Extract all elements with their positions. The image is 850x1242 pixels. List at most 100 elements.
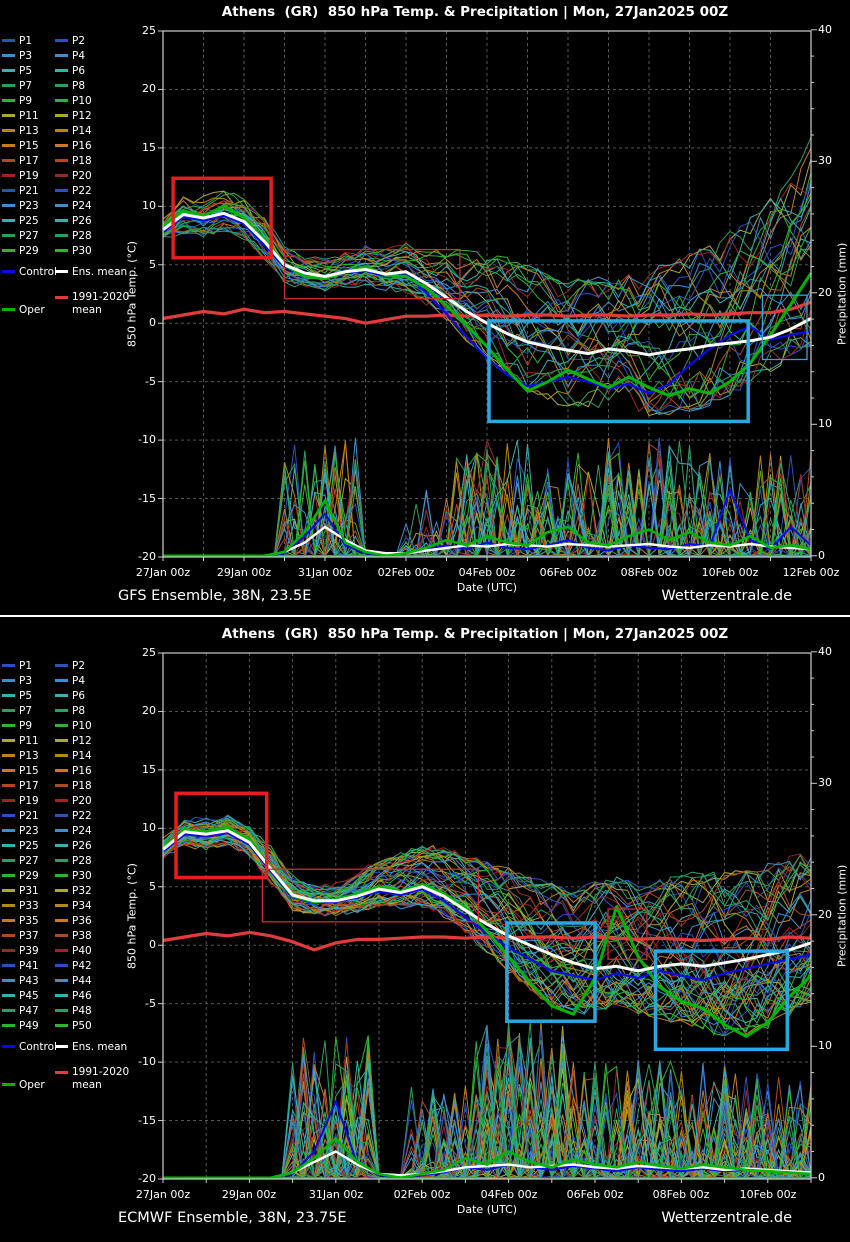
legend-swatch (2, 174, 15, 177)
y-axis-label-temp: 850 hPa Temp. (°C) (125, 863, 139, 969)
legend-label: P30 (72, 244, 92, 257)
legend-swatch (55, 114, 68, 117)
date-tick-label: 08Feb 00z (620, 566, 678, 579)
legend-item-member: P7 (2, 703, 112, 718)
legend-item-member: P7 (2, 78, 112, 93)
legend-label: P8 (72, 79, 86, 92)
date-tick-label: 29Jan 00z (216, 566, 272, 579)
legend-swatch (2, 739, 15, 742)
legend-item-member: P34 (55, 898, 165, 913)
legend-item-member: P43 (2, 973, 112, 988)
legend-label: P24 (72, 199, 92, 212)
legend-swatch (2, 84, 15, 87)
legend-label: P3 (19, 49, 33, 62)
legend-swatch (2, 724, 15, 727)
legend-swatch (2, 814, 15, 817)
legend-item-member: P11 (2, 108, 112, 123)
legend-item-climate-mean: 1991-2020 mean (55, 1066, 165, 1092)
legend-label: P43 (19, 974, 39, 987)
legend-swatch (55, 664, 68, 667)
legend-label: P26 (72, 839, 92, 852)
chart-title: Athens (GR) 850 hPa Temp. & Precipitatio… (221, 4, 729, 20)
legend-label: P10 (72, 719, 92, 732)
temp-tick-label: 15 (142, 141, 156, 154)
legend-item-member: P6 (55, 688, 165, 703)
legend-label: P28 (72, 854, 92, 867)
legend-label: P19 (19, 794, 39, 807)
legend-swatch (2, 54, 15, 57)
legend-item-member: P15 (2, 138, 112, 153)
legend-swatch (55, 1071, 68, 1074)
legend-swatch (2, 679, 15, 682)
annotation-boxes (171, 176, 808, 424)
legend-item-member: P31 (2, 883, 112, 898)
temp-tick-label: -15 (138, 492, 156, 505)
legend-label: P5 (19, 689, 33, 702)
legend-swatch (2, 1009, 15, 1012)
temp-tick-label: -5 (145, 375, 156, 388)
date-tick-label: 10Feb 00z (701, 566, 759, 579)
legend-item-member: P16 (55, 138, 165, 153)
legend-item-member: P24 (55, 823, 165, 838)
legend-swatch (2, 964, 15, 967)
legend-item-member: P41 (2, 958, 112, 973)
legend-swatch (2, 934, 15, 937)
legend-label: P6 (72, 689, 86, 702)
legend-item-member: P28 (55, 228, 165, 243)
legend-label: P32 (72, 884, 92, 897)
site-label: Wetterzentrale.de (661, 1210, 792, 1226)
legend-item-member: P14 (55, 123, 165, 138)
legend-label: P13 (19, 124, 39, 137)
date-tick-label: 02Feb 00z (393, 1188, 451, 1201)
legend-label: P20 (72, 169, 92, 182)
legend-label: P23 (19, 199, 39, 212)
legend-item-member: P28 (55, 853, 165, 868)
temp-tick-label: 0 (149, 316, 156, 329)
legend-swatch (55, 234, 68, 237)
legend-swatch (55, 84, 68, 87)
legend-label: P25 (19, 214, 39, 227)
legend-item-member: P29 (2, 868, 112, 883)
legend-swatch (55, 54, 68, 57)
precip-tick-label: 20 (818, 286, 832, 299)
legend-label: P31 (19, 884, 39, 897)
legend-item-member: P1 (2, 658, 112, 673)
legend-label: Control (19, 1040, 57, 1053)
legend-swatch (2, 859, 15, 862)
precip-tick-label: 30 (818, 776, 832, 789)
legend-swatch (55, 934, 68, 937)
legend-item-member: P20 (55, 168, 165, 183)
legend-swatch (55, 724, 68, 727)
date-tick-label: 02Feb 00z (377, 566, 435, 579)
temp-tick-label: 15 (142, 763, 156, 776)
legend-label: P22 (72, 184, 92, 197)
legend-item-member: P8 (55, 703, 165, 718)
legend-swatch (2, 219, 15, 222)
legend-swatch (2, 904, 15, 907)
legend-label: P48 (72, 1004, 92, 1017)
legend-swatch (2, 308, 15, 311)
legend-label: P42 (72, 959, 92, 972)
legend-item-member: P23 (2, 198, 112, 213)
date-tick-label: 31Jan 00z (297, 566, 353, 579)
legend-label: P25 (19, 839, 39, 852)
legend-swatch (2, 1045, 15, 1048)
legend-label: P14 (72, 749, 92, 762)
legend-label: P13 (19, 749, 39, 762)
annotation-boxes (174, 791, 790, 1052)
legend-swatch (2, 159, 15, 162)
date-tick-label: 10Feb 00z (739, 1188, 797, 1201)
temp-tick-label: 25 (142, 24, 156, 37)
legend-item-member: P39 (2, 943, 112, 958)
legend-label: P49 (19, 1019, 39, 1032)
y-axis-label-precip: Precipitation (mm) (835, 864, 849, 968)
legend-label: P15 (19, 139, 39, 152)
legend-item-member: P3 (2, 673, 112, 688)
legend-label: P2 (72, 659, 86, 672)
legend-swatch (2, 754, 15, 757)
legend-label: P20 (72, 794, 92, 807)
legend-label: P1 (19, 659, 33, 672)
legend-column-right: P2 P4 P6 P8 P10 P12 P14 P16 P18 P20 P22 P24 P26 P28 P3… (55, 33, 165, 317)
legend-item-member: P18 (55, 153, 165, 168)
oper-precip-line (163, 499, 812, 558)
